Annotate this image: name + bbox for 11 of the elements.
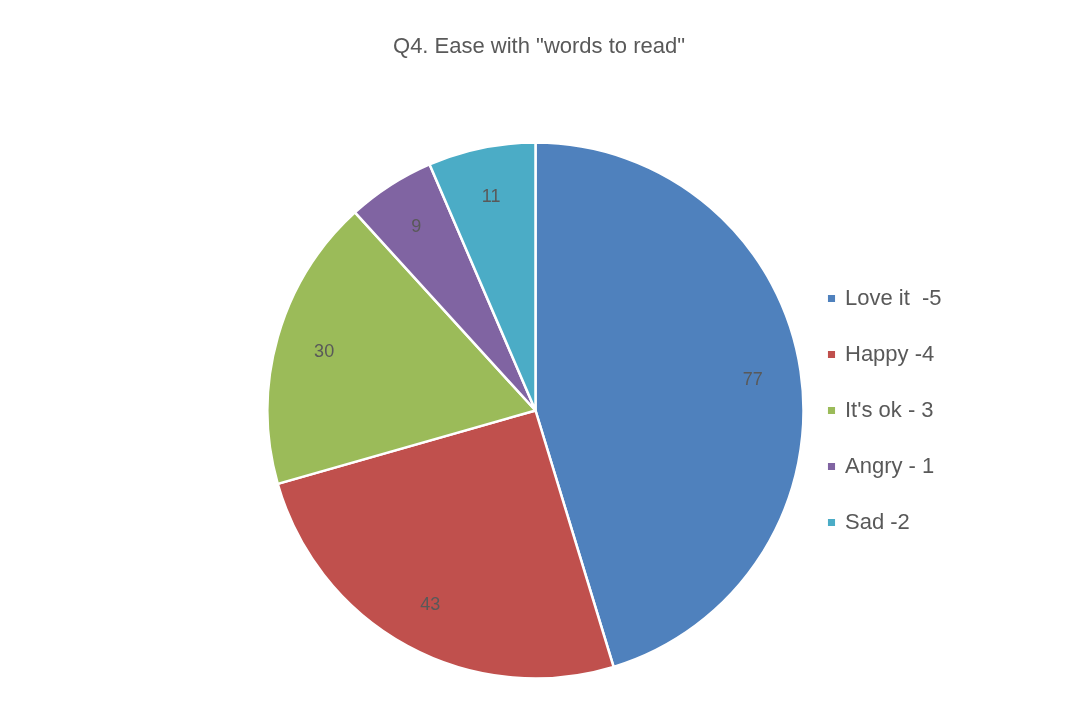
chart-title: Q4. Ease with "words to read"	[393, 33, 685, 58]
data-label: 9	[411, 216, 422, 237]
data-label: 11	[481, 185, 501, 206]
data-label: 30	[314, 340, 335, 361]
legend-label: Angry - 1	[845, 453, 935, 479]
legend-label: Love it -5	[845, 285, 942, 311]
legend-label: Happy -4	[845, 341, 935, 367]
data-label: 43	[420, 593, 441, 614]
legend-label: It's ok - 3	[845, 397, 934, 423]
legend-label: Sad -2	[845, 509, 910, 535]
data-label: 77	[742, 368, 763, 389]
